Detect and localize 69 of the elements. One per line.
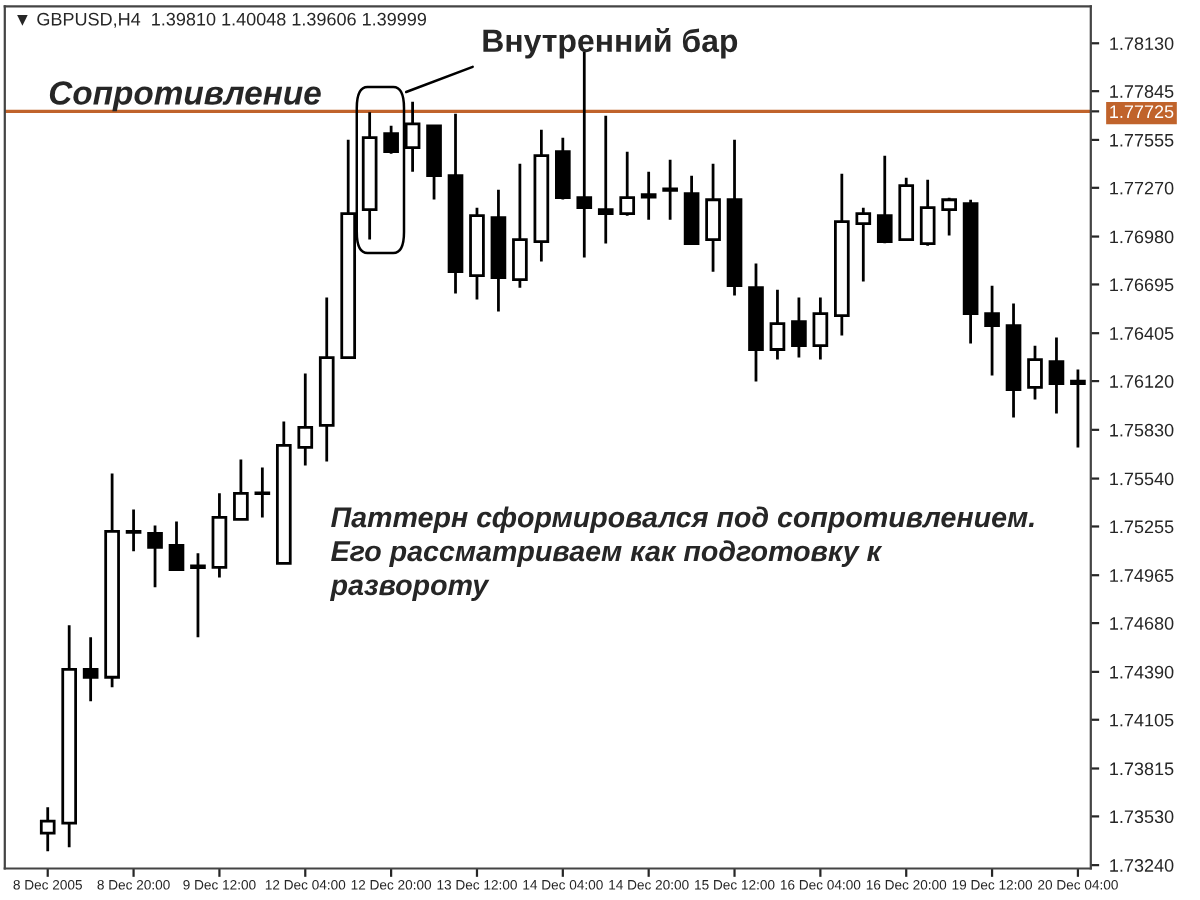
y-tick-label: 1.73530 (1110, 810, 1174, 824)
y-tick-label: 1.77725 (1110, 105, 1174, 119)
candlestick (275, 420, 292, 566)
candlestick (834, 172, 850, 337)
candlestick (597, 114, 614, 246)
candlestick (876, 154, 893, 245)
y-tick-label: 1.77555 (1110, 134, 1174, 147)
candlestick (147, 524, 163, 589)
y-tick-label: 1.76695 (1110, 278, 1174, 292)
y-tick-label: 1.76980 (1110, 230, 1174, 244)
y-tick-label: 1.73815 (1110, 762, 1174, 776)
candlestick (855, 206, 872, 283)
candlestick (748, 262, 764, 383)
y-tick-label: 1.76120 (1110, 375, 1174, 388)
candlestick (361, 110, 378, 241)
candlestick (726, 138, 743, 297)
y-tick-label: 1.76405 (1110, 327, 1174, 340)
candlestick (1027, 344, 1043, 401)
candlestick (619, 150, 636, 218)
candlestick (533, 128, 550, 263)
candlestick (512, 162, 528, 290)
candlestick (61, 623, 78, 849)
candlestick (1070, 368, 1086, 449)
candlestick (683, 174, 700, 247)
candlestick (791, 296, 807, 359)
y-tick-label: 1.74680 (1110, 617, 1174, 630)
candlestick (962, 198, 979, 346)
candlestick (297, 372, 314, 467)
candlestick (554, 136, 571, 201)
candlestick (640, 170, 657, 222)
candlestick (82, 635, 99, 703)
candlestick (1005, 302, 1022, 419)
candlestick (39, 805, 56, 853)
candlestick (211, 491, 228, 579)
y-tick-label: 1.75540 (1110, 472, 1174, 486)
annotation: Внутренний бар (483, 28, 738, 59)
candlestick (168, 520, 185, 573)
annotation: Паттерн сформировался под сопротивлением. Его рассматриваем как подготовку к развороту (329, 506, 1034, 601)
y-tick-label: 1.74965 (1110, 569, 1174, 582)
candlestick (125, 508, 142, 553)
y-tick-label: 1.74105 (1110, 713, 1174, 727)
candlestick (1048, 336, 1065, 415)
y-tick-label: 1.75255 (1110, 520, 1174, 534)
candlestick (812, 296, 829, 361)
candlestick (254, 466, 271, 519)
candlestick (104, 472, 120, 689)
candlestick (941, 196, 957, 237)
candlestick (190, 551, 206, 639)
candlestick (469, 206, 485, 301)
y-tick-label: 1.75830 (1110, 423, 1174, 437)
candlestick (919, 178, 936, 248)
candlestick (984, 284, 1000, 377)
y-tick-label: 1.77270 (1110, 181, 1174, 195)
y-tick-label: 1.74390 (1110, 665, 1174, 679)
candlestick (769, 288, 786, 361)
candlestick (662, 158, 678, 222)
candlestick (383, 124, 399, 156)
candlestick (490, 188, 507, 313)
ref-line-label: Сопротивление (49, 81, 321, 112)
y-tick-label: 1.78130 (1110, 37, 1174, 50)
candlestick (447, 112, 464, 295)
y-tick-label: 1.77845 (1110, 85, 1174, 98)
candlestick (705, 162, 721, 274)
candlestick (898, 176, 915, 243)
candlestick (426, 123, 442, 201)
y-tick-label: 1.73240 (1110, 859, 1174, 872)
chart-title: ▼ GBPUSD,H4 1.39810 1.40048 1.39606 1.39999 (17, 12, 427, 28)
candlestick (318, 296, 335, 463)
candlestick (233, 458, 249, 522)
